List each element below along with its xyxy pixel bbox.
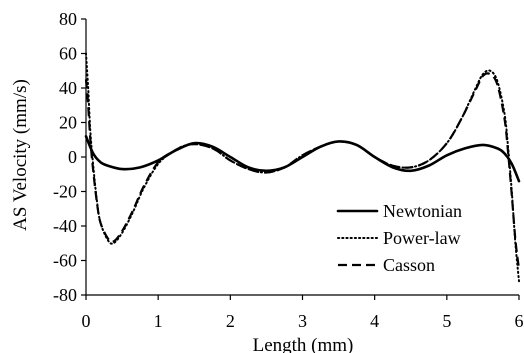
y-tick-label: 80 [59,9,77,29]
x-tick-label: 5 [442,311,451,331]
x-ticks: 0 1 2 3 4 5 6 [82,295,524,331]
x-tick-label: 2 [226,311,235,331]
x-tick-label: 4 [370,311,379,331]
legend-label-power-law: Power-law [383,228,461,248]
series-group [84,52,521,283]
x-axis-title: Length (mm) [253,335,354,353]
series-line-casson [84,72,521,270]
y-tick-label: 20 [59,113,77,133]
y-tick-label: 40 [59,78,77,98]
y-tick-label: 60 [59,44,77,64]
x-tick-label: 1 [154,311,163,331]
y-ticks: 80 60 40 20 0 -20 -40 -60 -80 [53,9,86,305]
legend-label-newtonian: Newtonian [383,201,462,221]
y-tick-label: -60 [53,251,77,271]
y-tick-label: 0 [68,147,77,167]
y-tick-label: -80 [53,285,77,305]
legend: Newtonian Power-law Casson [336,201,462,275]
series-line-newtonian [84,135,521,183]
y-tick-label: -40 [53,216,77,236]
x-tick-label: 6 [515,311,524,331]
legend-label-casson: Casson [383,255,435,275]
x-tick-label: 0 [82,311,91,331]
x-tick-label: 3 [298,311,307,331]
y-tick-label: -20 [53,182,77,202]
y-axis-title: AS Velocity (mm/s) [10,79,31,231]
